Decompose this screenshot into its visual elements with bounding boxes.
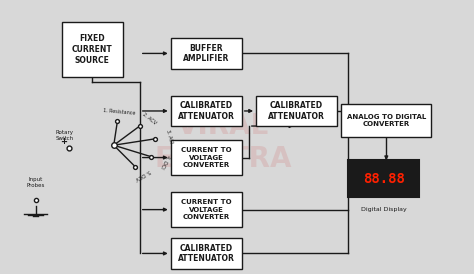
Text: 88.88: 88.88 [363,172,405,186]
Text: +: + [61,137,67,145]
Text: Rotary
Switch: Rotary Switch [55,130,73,141]
FancyBboxPatch shape [256,96,337,126]
Text: FIXED
CURRENT
SOURCE: FIXED CURRENT SOURCE [72,34,113,65]
Text: CURRENT TO
VOLTAGE
CONVERTER: CURRENT TO VOLTAGE CONVERTER [181,199,231,220]
FancyBboxPatch shape [171,192,242,227]
Text: CALIBRATED
ATTENUATOR: CALIBRATED ATTENUATOR [178,101,235,121]
Text: 3. ACI: 3. ACI [165,129,174,144]
Text: Digital Display: Digital Display [361,207,407,212]
Text: BUFFER
AMPLIFIER: BUFFER AMPLIFIER [183,44,229,63]
FancyBboxPatch shape [341,104,431,137]
FancyBboxPatch shape [171,38,242,68]
Text: 2. ACV: 2. ACV [141,112,157,126]
Text: VIRAL
ELECTRA: VIRAL ELECTRA [154,112,292,173]
Text: CALIBRATED
ATTENUATOR: CALIBRATED ATTENUATOR [268,101,325,121]
FancyBboxPatch shape [171,96,242,126]
Text: 4. DCI: 4. DCI [159,153,171,169]
Text: CURRENT TO
VOLTAGE
CONVERTER: CURRENT TO VOLTAGE CONVERTER [181,147,231,168]
Text: 5. DCV: 5. DCV [134,168,151,181]
FancyBboxPatch shape [62,22,123,77]
FancyBboxPatch shape [171,140,242,175]
Text: CALIBRATED
ATTENUATOR: CALIBRATED ATTENUATOR [178,244,235,263]
Text: 1. Resistance: 1. Resistance [102,108,135,116]
Text: Input
Probes: Input Probes [27,177,45,188]
FancyBboxPatch shape [171,238,242,269]
Text: ANALOG TO DIGITAL
CONVERTER: ANALOG TO DIGITAL CONVERTER [346,114,426,127]
FancyBboxPatch shape [348,160,419,197]
